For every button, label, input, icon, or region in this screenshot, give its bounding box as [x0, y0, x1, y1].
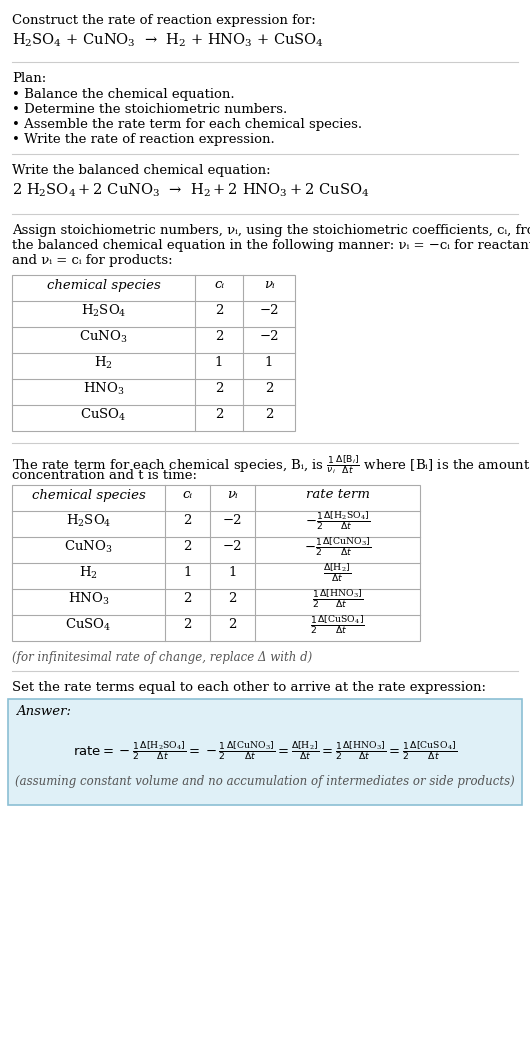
Text: 2: 2 [215, 383, 223, 395]
Text: and νᵢ = cᵢ for products:: and νᵢ = cᵢ for products: [12, 254, 173, 267]
Text: • Write the rate of reaction expression.: • Write the rate of reaction expression. [12, 133, 275, 146]
Text: 2: 2 [265, 409, 273, 422]
Text: • Assemble the rate term for each chemical species.: • Assemble the rate term for each chemic… [12, 118, 362, 131]
Text: 2: 2 [183, 541, 192, 553]
FancyBboxPatch shape [8, 699, 522, 805]
Text: νᵢ: νᵢ [264, 278, 275, 292]
Text: • Determine the stoichiometric numbers.: • Determine the stoichiometric numbers. [12, 103, 287, 116]
Text: $-\frac{1}{2}\frac{\Delta[\mathregular{H_2SO_4}]}{\Delta t}$: $-\frac{1}{2}\frac{\Delta[\mathregular{H… [305, 509, 370, 532]
Text: $\mathregular{H_2SO_4}$ + $\mathregular{CuNO_3}$  →  $\mathregular{H_2}$ + $\mat: $\mathregular{H_2SO_4}$ + $\mathregular{… [12, 32, 324, 49]
Text: 2: 2 [183, 592, 192, 606]
Text: Answer:: Answer: [16, 705, 71, 718]
Text: νᵢ: νᵢ [227, 488, 238, 501]
Text: Write the balanced chemical equation:: Write the balanced chemical equation: [12, 164, 271, 177]
Text: the balanced chemical equation in the following manner: νᵢ = −cᵢ for reactants: the balanced chemical equation in the fo… [12, 238, 530, 252]
Text: 2: 2 [228, 592, 237, 606]
Bar [12, 485, 420, 641]
Text: 2: 2 [183, 515, 192, 527]
Text: Set the rate terms equal to each other to arrive at the rate expression:: Set the rate terms equal to each other t… [12, 681, 486, 693]
Text: $\frac{1}{2}\frac{\Delta[\mathregular{CuSO_4}]}{\Delta t}$: $\frac{1}{2}\frac{\Delta[\mathregular{Cu… [310, 614, 365, 636]
Text: Plan:: Plan: [12, 72, 46, 85]
Text: $\mathregular{H_2}$: $\mathregular{H_2}$ [79, 565, 98, 581]
Text: $\frac{\Delta[\mathregular{H_2}]}{\Delta t}$: $\frac{\Delta[\mathregular{H_2}]}{\Delta… [323, 562, 351, 585]
Text: • Balance the chemical equation.: • Balance the chemical equation. [12, 88, 235, 101]
Text: −2: −2 [259, 304, 279, 318]
Text: 1: 1 [265, 357, 273, 369]
Text: (for infinitesimal rate of change, replace Δ with d): (for infinitesimal rate of change, repla… [12, 651, 312, 664]
Text: concentration and t is time:: concentration and t is time: [12, 469, 197, 482]
Text: $\mathrm{rate} = -\frac{1}{2}\frac{\Delta[\mathregular{H_2SO_4}]}{\Delta t}= -\f: $\mathrm{rate} = -\frac{1}{2}\frac{\Delt… [73, 740, 457, 763]
Text: −2: −2 [223, 541, 242, 553]
Text: (assuming constant volume and no accumulation of intermediates or side products): (assuming constant volume and no accumul… [15, 774, 515, 788]
Text: −2: −2 [223, 515, 242, 527]
Text: $\mathregular{CuNO_3}$: $\mathregular{CuNO_3}$ [64, 539, 113, 555]
Text: chemical species: chemical species [47, 278, 161, 292]
Text: $\mathregular{H_2SO_4}$: $\mathregular{H_2SO_4}$ [66, 513, 111, 529]
Text: −2: −2 [259, 331, 279, 343]
Text: 2: 2 [215, 304, 223, 318]
Text: cᵢ: cᵢ [182, 488, 192, 501]
Text: 2: 2 [215, 331, 223, 343]
Text: 2: 2 [265, 383, 273, 395]
Text: 1: 1 [228, 567, 237, 579]
Text: $\mathregular{H_2SO_4}$: $\mathregular{H_2SO_4}$ [81, 303, 126, 319]
Text: 2: 2 [183, 618, 192, 632]
Text: $-\frac{1}{2}\frac{\Delta[\mathregular{CuNO_3}]}{\Delta t}$: $-\frac{1}{2}\frac{\Delta[\mathregular{C… [304, 536, 371, 559]
Text: Construct the rate of reaction expression for:: Construct the rate of reaction expressio… [12, 14, 316, 27]
Text: chemical species: chemical species [32, 488, 145, 501]
Text: $\mathregular{CuSO_4}$: $\mathregular{CuSO_4}$ [65, 617, 112, 633]
Text: rate term: rate term [305, 488, 369, 501]
Text: $\mathregular{H_2}$: $\mathregular{H_2}$ [94, 355, 113, 371]
Text: 1: 1 [215, 357, 223, 369]
Text: The rate term for each chemical species, Bᵢ, is $\frac{1}{\nu_i}\frac{\Delta[\ma: The rate term for each chemical species,… [12, 453, 530, 476]
Text: 2: 2 [228, 618, 237, 632]
Text: $\mathregular{2\ H_2SO_4 + 2\ CuNO_3}$  →  $\mathregular{H_2 + 2\ HNO_3 + 2\ CuS: $\mathregular{2\ H_2SO_4 + 2\ CuNO_3}$ →… [12, 182, 369, 200]
Text: $\mathregular{CuSO_4}$: $\mathregular{CuSO_4}$ [81, 407, 127, 423]
Text: $\mathregular{HNO_3}$: $\mathregular{HNO_3}$ [83, 381, 124, 397]
Text: Assign stoichiometric numbers, νᵢ, using the stoichiometric coefficients, cᵢ, fr: Assign stoichiometric numbers, νᵢ, using… [12, 224, 530, 237]
Bar [12, 275, 295, 431]
Text: $\mathregular{CuNO_3}$: $\mathregular{CuNO_3}$ [80, 328, 128, 345]
Text: cᵢ: cᵢ [214, 278, 224, 292]
Text: 2: 2 [215, 409, 223, 422]
Text: 1: 1 [183, 567, 192, 579]
Text: $\mathregular{HNO_3}$: $\mathregular{HNO_3}$ [68, 591, 109, 607]
Text: $\frac{1}{2}\frac{\Delta[\mathregular{HNO_3}]}{\Delta t}$: $\frac{1}{2}\frac{\Delta[\mathregular{HN… [312, 588, 363, 611]
